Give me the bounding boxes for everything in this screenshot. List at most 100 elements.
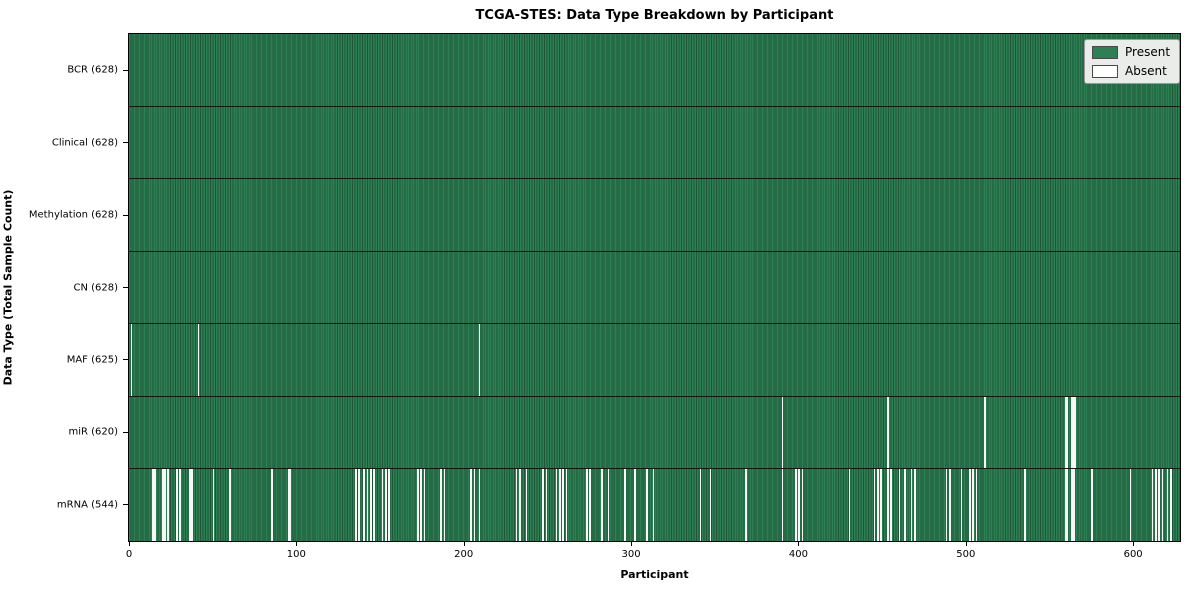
absent-mark bbox=[518, 469, 521, 542]
absent-mark bbox=[420, 469, 422, 542]
legend-absent-label: Absent bbox=[1125, 64, 1167, 78]
absent-mark bbox=[607, 469, 610, 542]
absent-mark bbox=[709, 469, 712, 542]
absent-mark bbox=[781, 469, 784, 542]
absent-mark bbox=[562, 469, 565, 542]
absent-mark bbox=[271, 469, 273, 542]
absent-mark bbox=[179, 469, 181, 542]
absent-mark bbox=[162, 469, 165, 542]
y-tick-mark bbox=[123, 142, 128, 144]
absent-mark bbox=[1064, 396, 1067, 469]
absent-mark bbox=[984, 396, 986, 469]
legend: Present Absent bbox=[1084, 39, 1181, 84]
absent-mark bbox=[478, 324, 481, 396]
absent-mark bbox=[1066, 396, 1068, 469]
absent-mark bbox=[877, 469, 879, 542]
absent-mark bbox=[1066, 469, 1068, 542]
absent-mark bbox=[478, 469, 481, 542]
absent-mark bbox=[440, 469, 442, 542]
absent-mark bbox=[229, 469, 232, 542]
absent-mark bbox=[164, 469, 166, 542]
absent-mark bbox=[887, 469, 889, 542]
absent-mark bbox=[1072, 469, 1075, 542]
absent-mark bbox=[167, 469, 170, 542]
absent-mark bbox=[975, 469, 978, 542]
absent-mark bbox=[130, 324, 133, 396]
absent-mark bbox=[559, 469, 561, 542]
absent-mark bbox=[369, 469, 372, 542]
y-tick-label-bcr: BCR (628) bbox=[67, 64, 118, 76]
absent-mark bbox=[848, 469, 851, 542]
absent-mark bbox=[1072, 396, 1075, 469]
plot-area bbox=[128, 33, 1181, 542]
x-tick-label-0: 0 bbox=[125, 549, 133, 560]
absent-mark bbox=[795, 469, 797, 542]
absent-mark bbox=[1161, 469, 1164, 542]
absent-mark bbox=[381, 469, 384, 542]
legend-entry-present: Present bbox=[1092, 45, 1170, 59]
absent-mark bbox=[652, 469, 655, 542]
x-tick-mark bbox=[965, 542, 967, 546]
y-tick-label-methylation: Methylation (628) bbox=[28, 209, 118, 221]
heatmap-row-methylation bbox=[129, 178, 1180, 251]
x-axis-label: Participant bbox=[620, 568, 689, 581]
y-tick-mark bbox=[123, 431, 128, 433]
absent-mark bbox=[798, 469, 801, 542]
absent-mark bbox=[470, 469, 473, 542]
absent-mark bbox=[197, 324, 200, 396]
absent-mark bbox=[175, 469, 178, 542]
x-tick-label-300: 300 bbox=[621, 549, 641, 560]
absent-mark bbox=[1129, 469, 1132, 542]
absent-mark bbox=[1064, 469, 1067, 542]
heatmap-row-bcr bbox=[129, 34, 1180, 106]
absent-mark bbox=[898, 469, 901, 542]
absent-mark bbox=[366, 469, 369, 542]
absent-mark bbox=[473, 469, 476, 542]
heatmap-row-mir bbox=[129, 395, 1180, 469]
absent-mark bbox=[212, 469, 215, 542]
chart-title: TCGA-STES: Data Type Breakdown by Partic… bbox=[475, 8, 834, 23]
absent-mark bbox=[1154, 469, 1157, 542]
y-tick-mark bbox=[123, 214, 128, 216]
absent-mark bbox=[781, 396, 784, 469]
absent-mark bbox=[744, 469, 747, 542]
absent-mark bbox=[585, 469, 588, 542]
x-tick-mark bbox=[631, 542, 633, 546]
absent-mark bbox=[542, 469, 545, 542]
absent-mark bbox=[515, 469, 518, 542]
absent-mark bbox=[624, 469, 627, 542]
absent-mark bbox=[555, 469, 558, 542]
absent-mark bbox=[646, 469, 648, 542]
x-tick-mark bbox=[463, 542, 465, 546]
absent-mark bbox=[945, 469, 948, 542]
x-tick-mark bbox=[1133, 542, 1135, 546]
absent-mark bbox=[1169, 469, 1172, 542]
y-tick-mark bbox=[123, 287, 128, 288]
absent-mark bbox=[589, 469, 591, 542]
x-tick-label-500: 500 bbox=[956, 549, 976, 560]
absent-mark bbox=[545, 469, 548, 542]
x-tick-label-400: 400 bbox=[788, 549, 808, 560]
y-tick-label-clinical: Clinical (628) bbox=[51, 137, 118, 149]
y-tick-mark bbox=[123, 359, 128, 361]
absent-mark bbox=[1158, 469, 1160, 542]
absent-mark bbox=[969, 469, 971, 542]
absent-mark bbox=[565, 469, 568, 542]
absent-mark bbox=[1071, 469, 1073, 542]
absent-mark bbox=[873, 469, 876, 542]
heatmap-row-clinical bbox=[129, 105, 1180, 179]
y-tick-label-cn: CN (628) bbox=[73, 282, 118, 293]
absent-mark bbox=[1151, 469, 1154, 542]
heatmap-row-cn bbox=[129, 250, 1180, 324]
absent-mark bbox=[190, 469, 193, 542]
y-tick-label-maf: MAF (625) bbox=[66, 354, 118, 366]
legend-present-label: Present bbox=[1125, 45, 1171, 59]
absent-mark bbox=[913, 469, 916, 542]
absent-mark bbox=[423, 469, 426, 542]
absent-mark bbox=[887, 396, 889, 469]
absent-mark bbox=[1091, 469, 1093, 542]
absent-mark bbox=[1166, 469, 1169, 542]
absent-mark bbox=[388, 469, 391, 542]
absent-mark bbox=[152, 469, 155, 542]
absent-mark bbox=[189, 469, 191, 542]
